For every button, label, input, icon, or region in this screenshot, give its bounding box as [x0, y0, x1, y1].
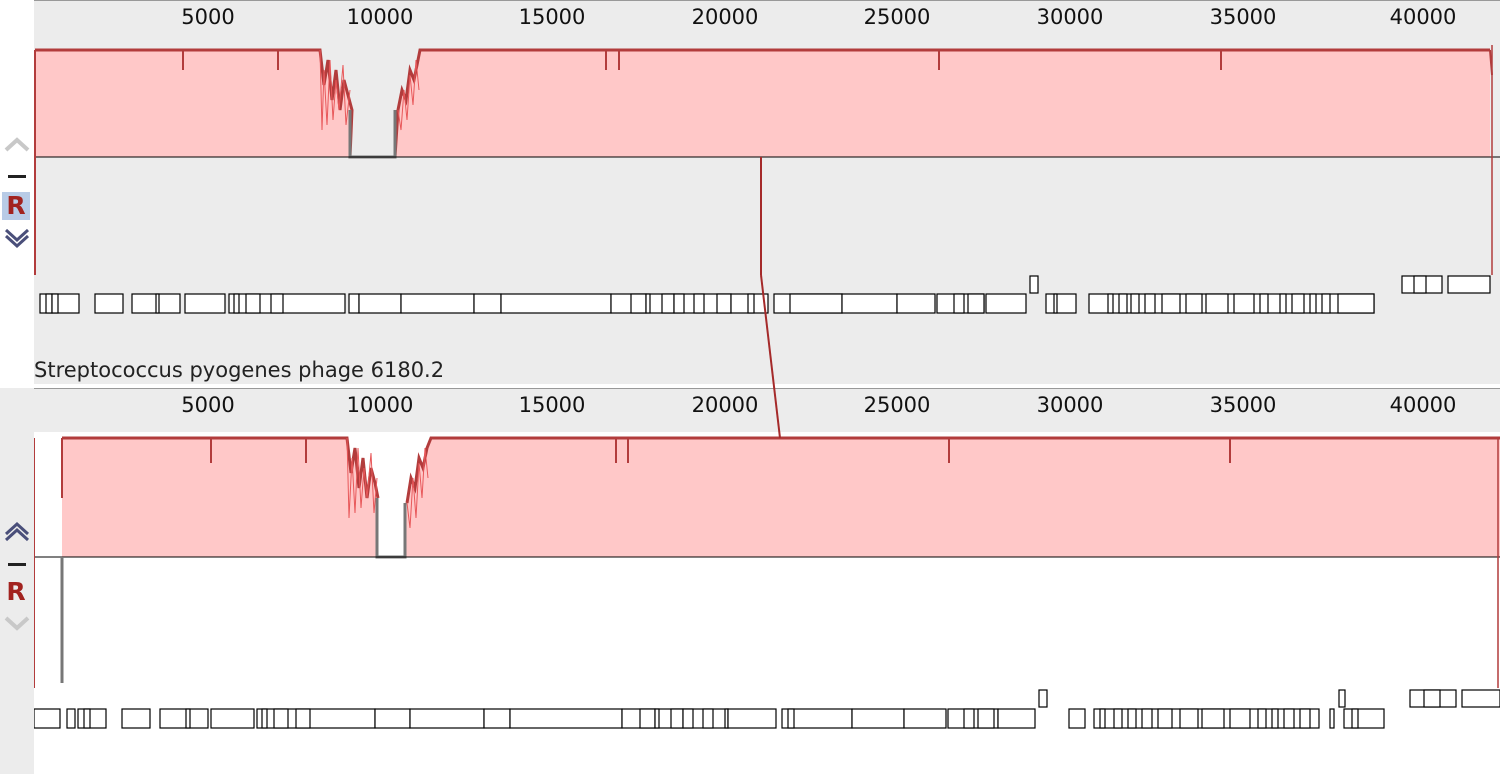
genome-1-controls: R	[0, 0, 34, 384]
move-up-button-2[interactable]	[2, 520, 32, 544]
gene-track-2	[34, 689, 1500, 729]
chevron-up-icon	[4, 521, 30, 542]
genome-2-controls: R	[0, 388, 34, 774]
tick-label: 10000	[346, 5, 414, 29]
genome-panel-2[interactable]: 5000 10000 15000 20000 25000 30000 35000…	[34, 388, 1500, 774]
genome-name-2: Streptococcus pyogenes phage 6180.2	[34, 358, 445, 382]
lcb-track-1	[34, 0, 1500, 314]
tick-label: 35000	[1209, 393, 1277, 417]
tick-label: 25000	[863, 5, 931, 29]
tick-label: 15000	[518, 5, 586, 29]
gene-track-1	[39, 275, 1491, 314]
chevron-up-icon	[4, 137, 30, 152]
tick-label: 5000	[181, 5, 235, 29]
hide-button-2[interactable]	[8, 563, 26, 566]
chevron-down-icon	[4, 228, 30, 249]
move-down-button-2[interactable]	[2, 614, 32, 638]
tick-label: 40000	[1389, 5, 1457, 29]
tick-label: 20000	[691, 393, 759, 417]
genome-panel-1[interactable]: 5000 10000 15000 20000 25000 30000 35000…	[34, 0, 1500, 384]
tick-label: 30000	[1036, 5, 1104, 29]
tick-label: 25000	[863, 393, 931, 417]
reverse-button-2[interactable]: R	[6, 577, 26, 606]
tick-label: 40000	[1389, 393, 1457, 417]
move-up-button-1[interactable]	[2, 132, 32, 156]
reverse-button-1[interactable]: R	[2, 192, 30, 220]
tick-label: 10000	[346, 393, 414, 417]
tick-label: 5000	[181, 393, 235, 417]
hide-button-1[interactable]	[8, 175, 26, 178]
chevron-down-icon	[4, 616, 30, 631]
tick-label: 15000	[518, 393, 586, 417]
move-down-button-1[interactable]	[2, 226, 32, 250]
tick-label: 20000	[691, 5, 759, 29]
similarity-profile	[62, 438, 1500, 557]
similarity-profile	[35, 50, 1490, 157]
tick-label: 30000	[1036, 393, 1104, 417]
tick-label: 35000	[1209, 5, 1277, 29]
ruler-1: 5000 10000 15000 20000 25000 30000 35000…	[34, 0, 1500, 44]
lcb-track-2	[34, 388, 1500, 729]
